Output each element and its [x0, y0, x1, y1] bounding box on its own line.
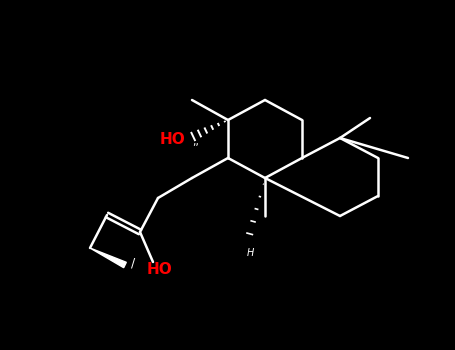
Text: ,,: ,, — [192, 137, 199, 147]
Text: HO: HO — [147, 262, 173, 278]
Polygon shape — [90, 248, 126, 268]
Text: /: / — [131, 257, 135, 270]
Text: H: H — [246, 248, 254, 258]
Text: HO: HO — [159, 133, 185, 147]
